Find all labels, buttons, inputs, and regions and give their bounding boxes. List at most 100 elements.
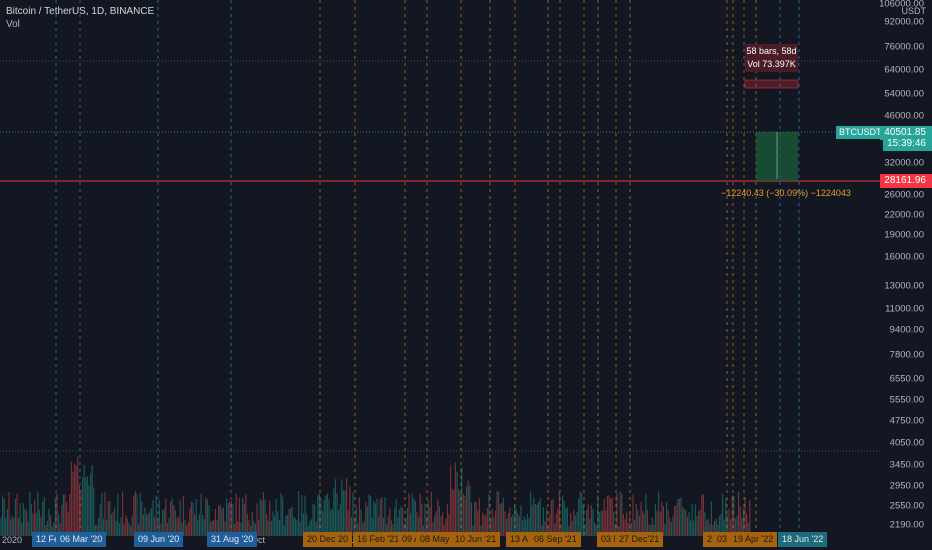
volume-bar (373, 501, 375, 536)
volume-indicator-label[interactable]: Vol (6, 19, 20, 30)
volume-bar (80, 490, 82, 536)
volume-bar (445, 518, 447, 536)
volume-bar (558, 492, 560, 536)
volume-bar (482, 512, 484, 536)
volume-bar (224, 521, 226, 536)
volume-bar (614, 523, 616, 536)
volume-bar (317, 495, 319, 536)
volume-bar (386, 523, 388, 536)
volume-bar (606, 495, 608, 536)
volume-bar (574, 515, 576, 536)
volume-bar (157, 518, 159, 536)
volume-bar (58, 513, 60, 536)
volume-bar (586, 510, 588, 536)
volume-bar (717, 524, 719, 536)
volume-bar (538, 501, 540, 536)
volume-bar (491, 508, 493, 536)
volume-bar (194, 514, 196, 536)
volume-bar (400, 506, 402, 536)
volume-bar (589, 518, 591, 536)
volume-bar (701, 494, 703, 536)
volume-bar (594, 522, 596, 536)
volume-bar (477, 510, 479, 536)
volume-bar (219, 504, 221, 536)
volume-bar (478, 498, 480, 536)
volume-bar (643, 513, 645, 536)
volume-bar (547, 525, 549, 536)
volume-bar (437, 499, 439, 536)
volume-bar (691, 503, 693, 536)
volume-bar (150, 507, 152, 536)
volume-bar (344, 490, 346, 536)
volume-bar (274, 515, 276, 536)
volume-bar (10, 519, 12, 536)
price-tick-label: 2190.00 (889, 519, 924, 531)
volume-bar (29, 492, 31, 536)
volume-bar (107, 501, 109, 536)
volume-bar (304, 495, 306, 536)
volume-bar (531, 504, 533, 536)
volume-bar (414, 500, 416, 536)
time-marker-tag: 10 Jun '21 (451, 532, 501, 547)
volume-bar (90, 473, 92, 536)
volume-bar (638, 516, 640, 536)
volume-bar (621, 493, 623, 536)
price-tick-label: 13000.00 (884, 280, 924, 292)
volume-bar (650, 525, 652, 536)
volume-bar (424, 503, 426, 536)
volume-bar (488, 494, 490, 536)
price-tick-label: 5550.00 (889, 394, 924, 406)
volume-bar (211, 520, 213, 536)
volume-bar (298, 491, 300, 536)
volume-bar (544, 520, 546, 536)
volume-bar (523, 516, 525, 536)
volume-bar (510, 517, 512, 536)
volume-bar (286, 514, 288, 536)
volume-bar (56, 493, 58, 536)
volume-bar (138, 523, 140, 536)
volume-bar (355, 506, 357, 536)
time-marker-tag: 13 A (506, 532, 533, 547)
volume-bar (234, 523, 236, 536)
measure-change: −12240.43 (−30.09%) −1224043 (721, 188, 851, 198)
volume-bar (502, 497, 504, 536)
volume-bar (125, 515, 127, 536)
volume-bar (283, 525, 285, 536)
volume-bar (282, 496, 284, 536)
price-tick-label: 46000.00 (884, 110, 924, 122)
volume-bar (459, 492, 461, 536)
volume-bar (78, 485, 80, 536)
volume-bar (403, 524, 405, 536)
volume-bar (366, 506, 368, 536)
volume-bar (688, 512, 690, 536)
volume-bar (744, 497, 746, 536)
time-marker-tag: 20 Dec 20 (303, 532, 353, 547)
volume-bar (368, 494, 370, 536)
volume-bar (3, 498, 5, 536)
volume-bar (706, 520, 708, 536)
volume-bar (363, 520, 365, 536)
volume-bar (136, 494, 138, 536)
volume-bar (21, 522, 23, 536)
volume-bar (30, 503, 32, 536)
volume-bar (426, 516, 428, 536)
volume-bar (453, 489, 455, 536)
volume-bar (686, 516, 688, 536)
volume-bar (486, 508, 488, 536)
volume-bar (443, 524, 445, 536)
volume-bar (626, 511, 628, 536)
volume-bar (726, 515, 728, 536)
volume-bar (504, 511, 506, 536)
volume-bar (741, 517, 743, 536)
volume-bar (566, 507, 568, 536)
volume-bar (528, 518, 530, 536)
volume-bar (518, 516, 520, 536)
volume-bar (227, 502, 229, 536)
volume-bar (326, 493, 328, 536)
volume-bar (339, 503, 341, 536)
volume-bar (573, 509, 575, 536)
volume-bar (8, 492, 10, 536)
volume-bar (70, 461, 72, 536)
volume-bar (122, 491, 124, 536)
